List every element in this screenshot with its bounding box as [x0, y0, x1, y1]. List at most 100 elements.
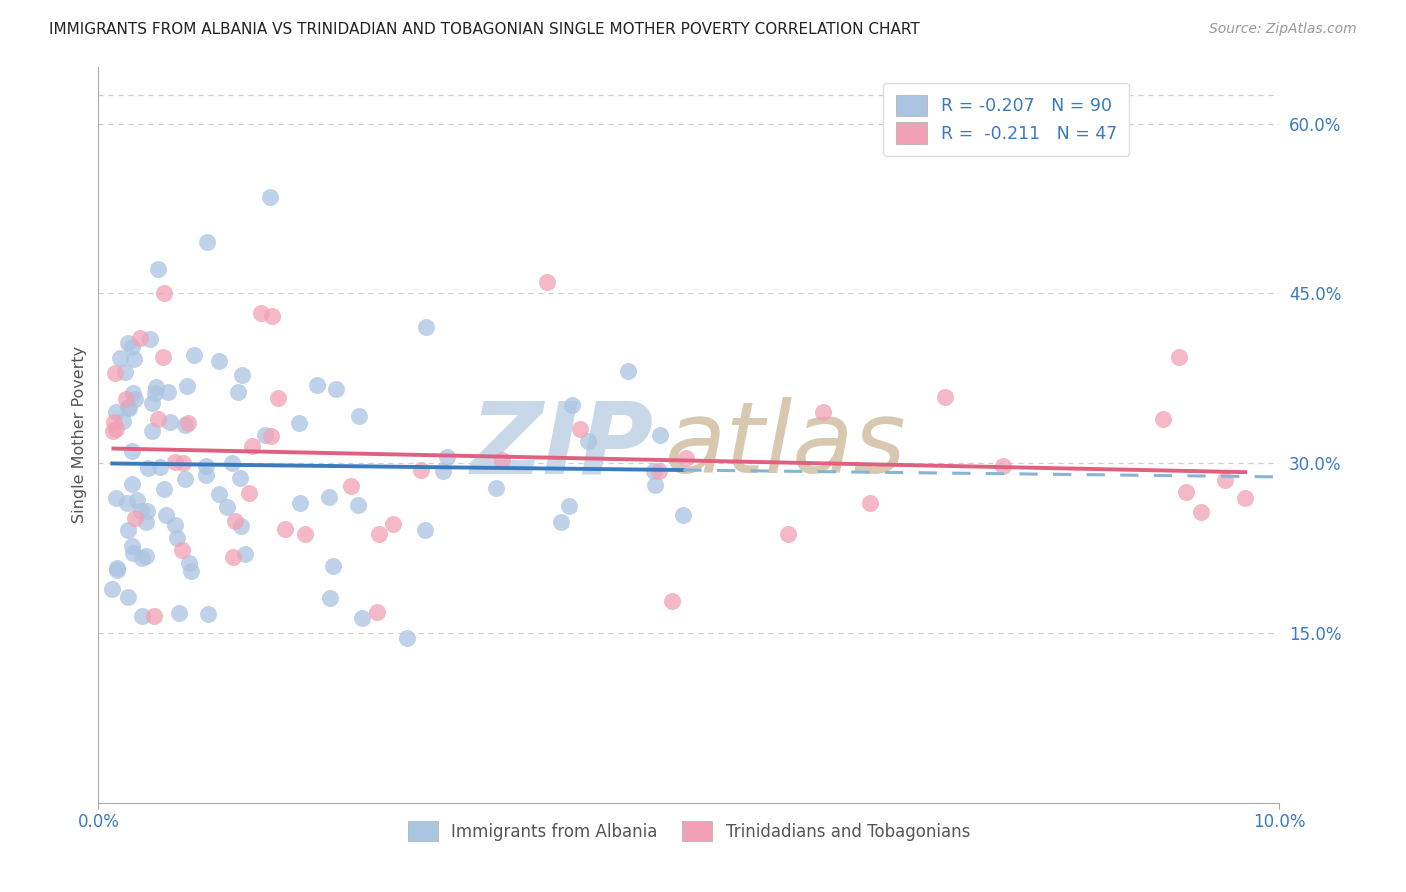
Point [176, 379, 198, 393]
Point [117, 400, 139, 414]
Point [1152, 412, 1174, 426]
Y-axis label: Single Mother Poverty: Single Mother Poverty [72, 346, 87, 524]
Point [432, 464, 454, 478]
Point [643, 464, 665, 478]
Point [103, 425, 125, 439]
Point [135, 504, 157, 518]
Point [122, 546, 145, 560]
Point [114, 365, 136, 379]
Point [1215, 474, 1237, 488]
Point [294, 526, 316, 541]
Point [135, 515, 157, 529]
Point [177, 416, 200, 430]
Point [550, 515, 572, 529]
Point [259, 190, 281, 204]
Point [413, 523, 436, 537]
Point [121, 340, 143, 354]
Point [260, 428, 283, 442]
Point [152, 482, 174, 496]
Point [121, 539, 143, 553]
Point [250, 306, 273, 320]
Point [322, 559, 344, 574]
Point [124, 511, 146, 525]
Point [395, 631, 418, 645]
Point [143, 608, 166, 623]
Point [174, 417, 197, 432]
Point [146, 261, 169, 276]
Point [177, 556, 200, 570]
Point [104, 366, 127, 380]
Point [349, 409, 371, 423]
Point [561, 398, 583, 412]
Point [117, 335, 139, 350]
Point [146, 412, 169, 426]
Point [141, 395, 163, 409]
Point [105, 561, 128, 575]
Point [115, 392, 138, 406]
Point [266, 391, 288, 405]
Point [115, 496, 138, 510]
Point [145, 380, 167, 394]
Text: atlas: atlas [665, 398, 907, 494]
Point [228, 471, 250, 485]
Point [165, 455, 187, 469]
Point [240, 439, 263, 453]
Point [183, 348, 205, 362]
Point [104, 422, 127, 436]
Point [167, 606, 190, 620]
Point [224, 514, 246, 528]
Point [128, 331, 150, 345]
Point [536, 275, 558, 289]
Point [1168, 350, 1191, 364]
Point [661, 594, 683, 608]
Point [152, 350, 174, 364]
Point [129, 504, 152, 518]
Point [617, 363, 640, 377]
Point [368, 527, 391, 541]
Point [195, 468, 218, 483]
Point [117, 523, 139, 537]
Point [174, 472, 197, 486]
Point [934, 390, 956, 404]
Point [135, 549, 157, 563]
Point [382, 516, 405, 531]
Point [112, 414, 135, 428]
Point [436, 450, 458, 465]
Point [325, 383, 347, 397]
Point [172, 456, 194, 470]
Point [675, 451, 697, 466]
Point [121, 444, 143, 458]
Point [197, 607, 219, 621]
Point [231, 368, 253, 383]
Point [208, 487, 231, 501]
Point [226, 384, 249, 399]
Point [288, 417, 311, 431]
Point [672, 508, 695, 522]
Point [319, 591, 342, 605]
Point [163, 518, 186, 533]
Point [569, 422, 592, 436]
Point [811, 404, 834, 418]
Point [859, 496, 882, 510]
Point [127, 492, 149, 507]
Point [409, 463, 432, 477]
Point [648, 427, 671, 442]
Point [166, 532, 188, 546]
Point [558, 499, 581, 513]
Point [217, 500, 239, 514]
Point [578, 434, 600, 449]
Point [195, 235, 218, 250]
Point [121, 385, 143, 400]
Point [366, 605, 388, 619]
Point [1189, 504, 1212, 518]
Point [346, 498, 368, 512]
Point [648, 464, 671, 478]
Point [485, 481, 508, 495]
Point [141, 424, 163, 438]
Point [318, 490, 340, 504]
Point [340, 479, 363, 493]
Point [350, 611, 373, 625]
Point [180, 565, 202, 579]
Point [222, 549, 245, 564]
Point [149, 460, 172, 475]
